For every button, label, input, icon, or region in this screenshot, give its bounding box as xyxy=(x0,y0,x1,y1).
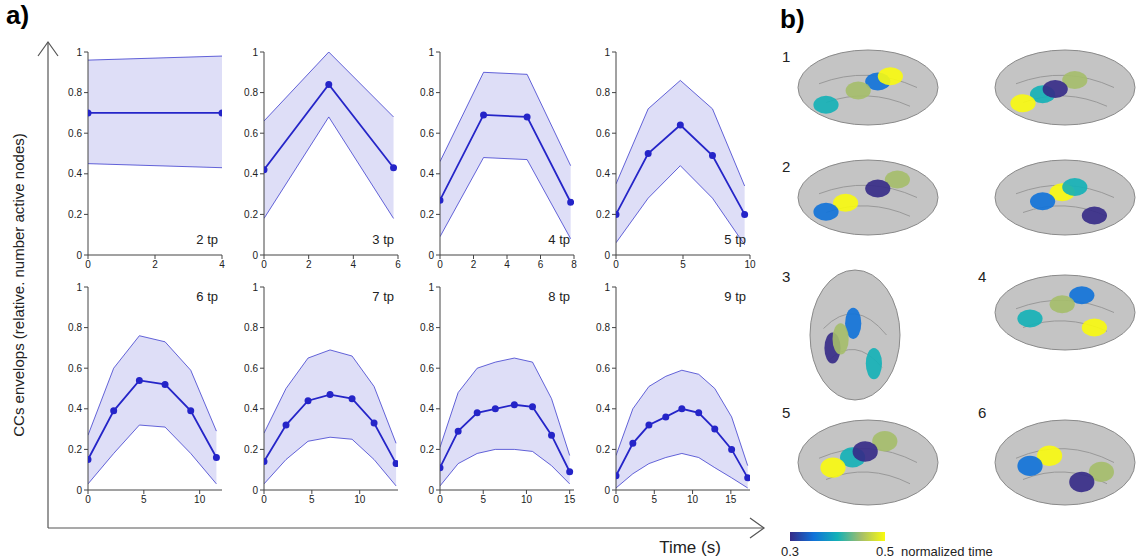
svg-text:0.6: 0.6 xyxy=(596,363,610,374)
svg-text:0.4: 0.4 xyxy=(596,403,610,414)
svg-text:0: 0 xyxy=(428,485,434,496)
svg-text:2: 2 xyxy=(782,158,790,175)
html-text:6 tp: 6 tp xyxy=(196,289,218,304)
html-text:7 tp: 7 tp xyxy=(372,289,394,304)
svg-text:4: 4 xyxy=(978,268,986,285)
svg-text:0: 0 xyxy=(604,485,610,496)
svg-text:0: 0 xyxy=(437,259,443,270)
svg-text:0: 0 xyxy=(76,485,82,496)
svg-text:15: 15 xyxy=(564,494,576,505)
html-text:a): a) xyxy=(6,0,30,30)
svg-text:normalized time: normalized time xyxy=(901,544,993,559)
svg-text:5: 5 xyxy=(309,494,315,505)
svg-text:CCs envelops (relative. number: CCs envelops (relative. number active no… xyxy=(10,133,27,436)
svg-text:0.8: 0.8 xyxy=(596,87,610,98)
svg-text:5: 5 xyxy=(652,494,658,505)
svg-text:0.6: 0.6 xyxy=(420,363,434,374)
svg-text:6: 6 xyxy=(978,404,986,421)
svg-text:0.2: 0.2 xyxy=(420,209,434,220)
svg-text:5: 5 xyxy=(782,404,790,421)
svg-text:4: 4 xyxy=(351,259,357,270)
svg-text:0.6: 0.6 xyxy=(596,128,610,139)
svg-text:0: 0 xyxy=(76,250,82,261)
html-text:3 tp: 3 tp xyxy=(372,232,394,247)
svg-text:4: 4 xyxy=(219,259,225,270)
svg-text:0.8: 0.8 xyxy=(420,87,434,98)
svg-text:5: 5 xyxy=(141,494,147,505)
svg-text:0.6: 0.6 xyxy=(244,128,258,139)
svg-text:8: 8 xyxy=(571,259,577,270)
svg-text:0.8: 0.8 xyxy=(244,87,258,98)
svg-text:15: 15 xyxy=(725,494,737,505)
svg-text:0.3: 0.3 xyxy=(781,544,799,559)
svg-text:0.2: 0.2 xyxy=(68,444,82,455)
svg-text:1: 1 xyxy=(252,282,258,293)
svg-text:1: 1 xyxy=(76,282,82,293)
svg-text:0: 0 xyxy=(85,259,91,270)
svg-text:0.8: 0.8 xyxy=(244,322,258,333)
svg-text:2: 2 xyxy=(306,259,312,270)
svg-text:0.8: 0.8 xyxy=(68,322,82,333)
svg-text:10: 10 xyxy=(194,494,206,505)
svg-text:2: 2 xyxy=(152,259,158,270)
svg-text:0.2: 0.2 xyxy=(244,209,258,220)
svg-text:10: 10 xyxy=(354,494,366,505)
svg-text:0: 0 xyxy=(604,250,610,261)
svg-text:0.8: 0.8 xyxy=(420,322,434,333)
svg-text:0.4: 0.4 xyxy=(244,403,258,414)
svg-text:0: 0 xyxy=(85,494,91,505)
svg-text:1: 1 xyxy=(428,282,434,293)
svg-text:0.6: 0.6 xyxy=(68,128,82,139)
svg-text:6: 6 xyxy=(538,259,544,270)
svg-text:b): b) xyxy=(780,4,805,34)
svg-text:10: 10 xyxy=(521,494,533,505)
svg-text:1: 1 xyxy=(782,48,790,65)
svg-text:10: 10 xyxy=(744,259,756,270)
svg-text:0.6: 0.6 xyxy=(420,128,434,139)
svg-text:0: 0 xyxy=(261,494,267,505)
svg-text:0.2: 0.2 xyxy=(68,209,82,220)
svg-text:1: 1 xyxy=(604,282,610,293)
svg-text:0: 0 xyxy=(261,259,267,270)
svg-text:1: 1 xyxy=(252,47,258,58)
svg-text:0.2: 0.2 xyxy=(244,444,258,455)
svg-text:0: 0 xyxy=(428,250,434,261)
svg-text:4: 4 xyxy=(504,259,510,270)
svg-text:0.6: 0.6 xyxy=(68,363,82,374)
svg-text:10: 10 xyxy=(687,494,699,505)
svg-text:0.4: 0.4 xyxy=(420,168,434,179)
svg-text:0.4: 0.4 xyxy=(68,168,82,179)
html-text:8 tp: 8 tp xyxy=(548,289,570,304)
svg-text:1: 1 xyxy=(76,47,82,58)
svg-text:0.2: 0.2 xyxy=(420,444,434,455)
svg-text:0.4: 0.4 xyxy=(596,168,610,179)
svg-text:0.4: 0.4 xyxy=(244,168,258,179)
svg-text:0: 0 xyxy=(252,250,258,261)
svg-text:0.4: 0.4 xyxy=(420,403,434,414)
svg-text:0.8: 0.8 xyxy=(68,87,82,98)
svg-text:0.8: 0.8 xyxy=(596,322,610,333)
html-text:9 tp: 9 tp xyxy=(724,289,746,304)
svg-text:1: 1 xyxy=(604,47,610,58)
svg-text:0.6: 0.6 xyxy=(244,363,258,374)
svg-text:0.2: 0.2 xyxy=(596,209,610,220)
svg-text:0: 0 xyxy=(252,485,258,496)
html-text:4 tp: 4 tp xyxy=(548,232,570,247)
svg-text:5: 5 xyxy=(680,259,686,270)
svg-text:5: 5 xyxy=(480,494,486,505)
svg-text:1: 1 xyxy=(428,47,434,58)
html-text:5 tp: 5 tp xyxy=(724,232,746,247)
svg-text:3: 3 xyxy=(782,268,790,285)
svg-text:0: 0 xyxy=(613,494,619,505)
html-text:2 tp: 2 tp xyxy=(196,232,218,247)
svg-text:0.2: 0.2 xyxy=(596,444,610,455)
svg-text:0.5: 0.5 xyxy=(876,544,894,559)
svg-text:0.4: 0.4 xyxy=(68,403,82,414)
svg-text:6: 6 xyxy=(395,259,401,270)
svg-text:Time (s): Time (s) xyxy=(659,538,721,557)
svg-text:0: 0 xyxy=(437,494,443,505)
svg-text:2: 2 xyxy=(471,259,477,270)
svg-text:0: 0 xyxy=(613,259,619,270)
